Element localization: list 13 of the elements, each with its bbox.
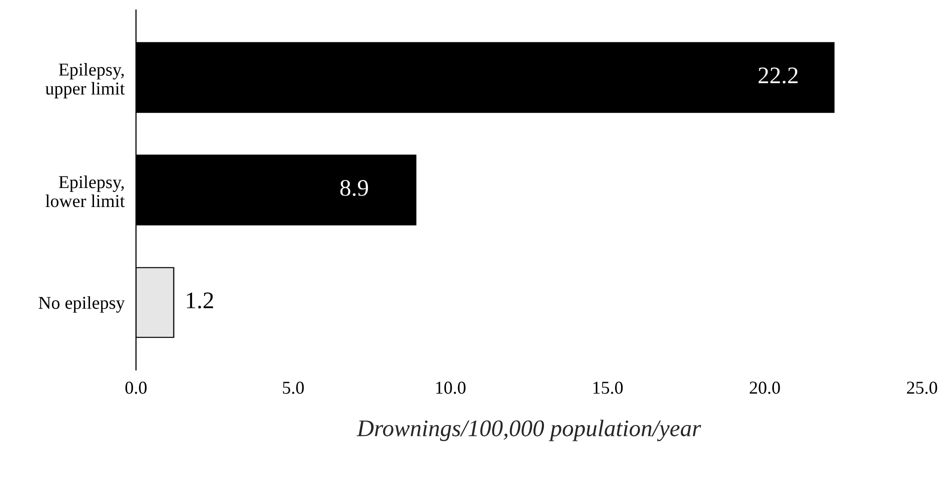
y-tick-label: No epilepsy	[38, 296, 125, 313]
data-label: 22.2	[758, 68, 798, 84]
data-label: 1.2	[186, 292, 214, 309]
x-tick-label: 10.0	[436, 382, 466, 394]
x-tick-label: 15.0	[593, 382, 623, 394]
x-tick-label: 25.0	[906, 382, 938, 394]
x-tick-label: 20.0	[750, 382, 780, 394]
x-axis-title: Drownings/100,000 population/year	[356, 420, 702, 442]
y-tick-label: Epilepsy, lower limit	[46, 176, 125, 208]
data-label: 8.9	[340, 180, 368, 196]
x-tick-label: 5.0	[282, 382, 304, 394]
x-tick-label: 0.0	[125, 382, 147, 394]
y-tick-label: Epilepsy, upper limit	[45, 63, 125, 98]
